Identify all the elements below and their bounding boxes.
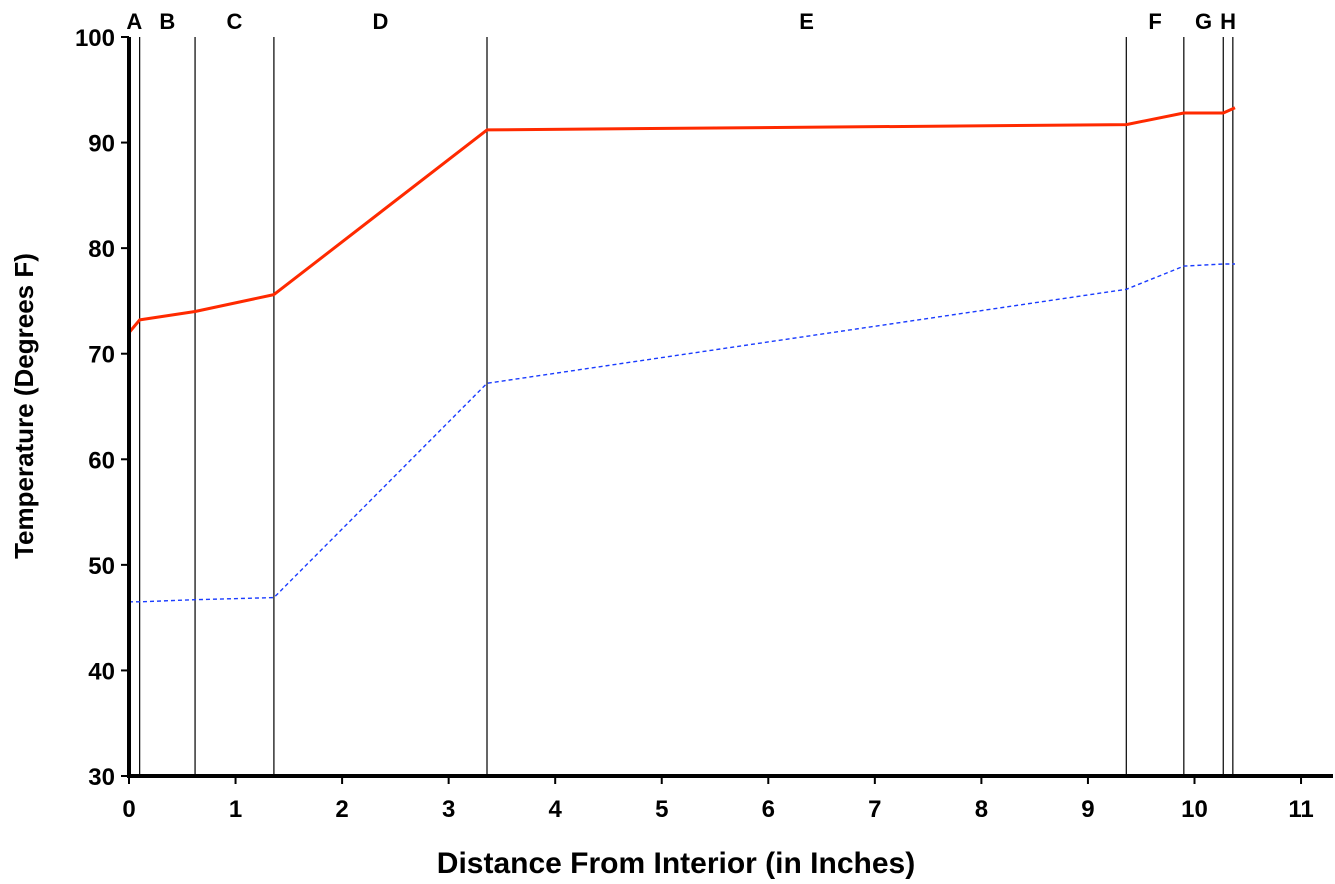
x-axis-title: Distance From Interior (in Inches) (437, 847, 915, 880)
zone-label-a: A (126, 9, 142, 34)
x-tick-label: 9 (1081, 796, 1094, 823)
x-tick-label: 11 (1288, 796, 1313, 823)
x-tick-label: 1 (229, 796, 242, 823)
y-tick-label: 90 (88, 131, 115, 158)
axes (127, 37, 1333, 778)
series-line-2 (129, 263, 1235, 603)
y-tick-label: 30 (88, 764, 115, 791)
x-tick-label: 10 (1181, 796, 1208, 823)
y-tick-label: 70 (88, 342, 115, 369)
x-axis-ticks: 0 1 2 3 4 5 6 7 8 9 10 11 (122, 776, 1314, 823)
y-tick-label: 40 (88, 658, 115, 685)
zone-label-d: D (373, 9, 389, 34)
x-tick-label: 3 (442, 796, 455, 823)
x-tick-label: 4 (549, 796, 563, 823)
series-line-1 (127, 106, 1236, 334)
y-tick-label: 80 (88, 236, 115, 263)
y-axis-ticks: 30 40 50 60 70 80 90 100 (75, 25, 129, 791)
x-tick-label: 6 (762, 796, 775, 823)
x-tick-label: 7 (868, 796, 881, 823)
x-tick-label: 0 (122, 796, 135, 823)
y-tick-label: 50 (88, 553, 115, 580)
zone-label-e: E (799, 9, 814, 34)
zone-label-g: G (1195, 9, 1212, 34)
zone-label-b: B (159, 9, 175, 34)
zone-label-f: F (1148, 9, 1161, 34)
y-axis-title: Temperature (Degrees F) (9, 253, 39, 559)
zone-label-h: H (1220, 9, 1236, 34)
x-tick-label: 8 (975, 796, 988, 823)
x-tick-label: 5 (655, 796, 668, 823)
zone-label-c: C (227, 9, 243, 34)
y-tick-label: 100 (75, 25, 115, 52)
series-layer (127, 106, 1236, 603)
zone-divider-lines (139, 37, 1234, 776)
x-tick-label: 2 (335, 796, 348, 823)
y-tick-label: 60 (88, 447, 115, 474)
